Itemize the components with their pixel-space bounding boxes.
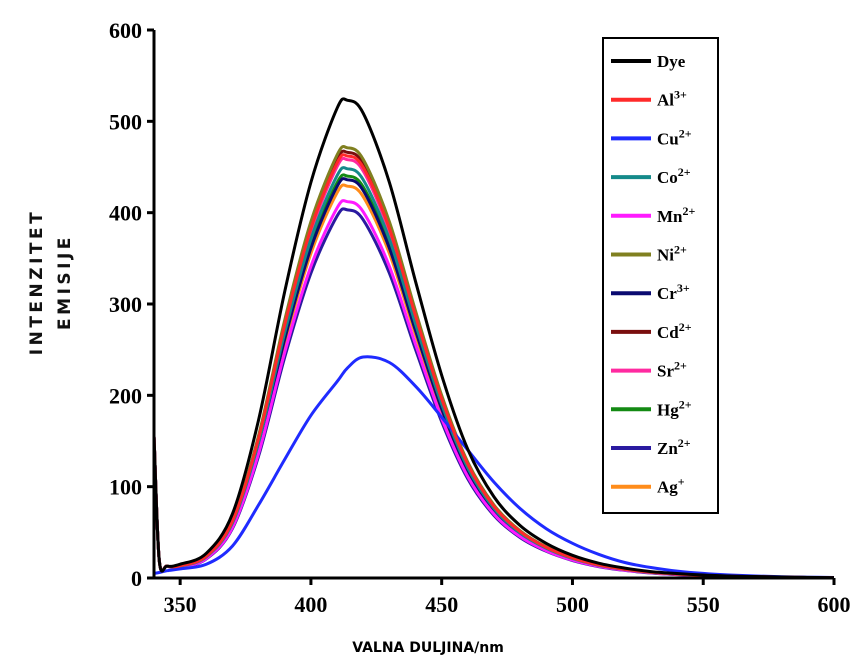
legend-label-mn: Mn2+: [657, 204, 696, 226]
y-axis-label-line-1: INTENZITET: [27, 209, 47, 355]
x-tick-label: 500: [556, 592, 589, 617]
legend-label-zn: Zn2+: [657, 436, 691, 458]
series-line-dye: [152, 97, 835, 580]
series-line-mn: [152, 199, 835, 580]
y-tick-label: 300: [109, 292, 142, 317]
x-tick-label: 600: [818, 592, 851, 617]
series-line-ag: [152, 183, 835, 580]
legend-label-hg: Hg2+: [657, 397, 692, 419]
x-axis-label: VALNA DULJINA/nm: [352, 640, 504, 655]
y-tick-label: 200: [109, 383, 142, 408]
legend: Dye Al3+ Cu2+ Co2+ Mn2+ Ni2+ Cr3+ Cd2+ Sr2+ Hg2+ Z…: [602, 37, 719, 514]
y-tick-label: 500: [109, 109, 142, 134]
legend-label-cu: Cu2+: [657, 126, 692, 148]
x-tick-label: 350: [164, 592, 197, 617]
y-axis-label-line-2: EMISIJE: [55, 234, 75, 330]
legend-label-co: Co2+: [657, 165, 691, 187]
x-tick-label: 450: [425, 592, 458, 617]
legend-label-cr: Cr3+: [657, 281, 690, 303]
plot-lines: [152, 97, 835, 580]
legend-label-dye: Dye: [657, 52, 686, 71]
legend-label-cd: Cd2+: [657, 320, 692, 342]
legend-box: [602, 37, 719, 514]
y-tick-label: 0: [131, 566, 142, 591]
series-line-cr: [152, 177, 835, 580]
x-tick-label: 550: [687, 592, 720, 617]
x-tick-label: 400: [294, 592, 327, 617]
y-tick-label: 100: [109, 475, 142, 500]
x-axis-ticks: 350 400 450 500 550 600: [164, 578, 851, 617]
legend-label-al: Al3+: [657, 88, 687, 110]
series-line-zn: [152, 207, 835, 580]
y-tick-label: 400: [109, 201, 142, 226]
y-axis-ticks: 0 100 200 300 400 500 600: [109, 18, 154, 591]
legend-label-ni: Ni2+: [657, 243, 687, 265]
legend-label-ag: Ag+: [657, 475, 685, 497]
y-tick-label: 600: [109, 18, 142, 43]
legend-label-sr: Sr2+: [657, 359, 687, 381]
